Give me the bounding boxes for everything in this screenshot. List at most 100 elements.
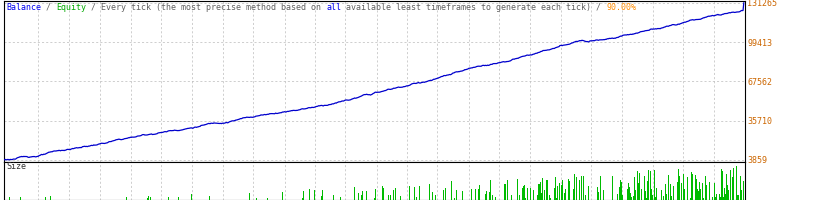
Bar [545, 180, 546, 200]
Bar [639, 173, 640, 200]
Bar [578, 180, 579, 200]
Bar [460, 182, 461, 200]
Bar [672, 186, 673, 200]
Bar [722, 197, 723, 200]
Bar [621, 195, 622, 200]
Bar [506, 180, 507, 200]
Bar [282, 192, 283, 200]
Bar [522, 188, 523, 200]
Text: / Every tick (the most precise method based on: / Every tick (the most precise method ba… [86, 3, 326, 12]
Bar [292, 189, 293, 200]
Bar [55, 197, 56, 200]
Bar [645, 198, 646, 200]
Bar [702, 198, 703, 200]
Bar [699, 189, 700, 200]
Bar [558, 183, 559, 200]
Bar [649, 189, 651, 200]
Bar [126, 197, 127, 200]
Bar [518, 195, 519, 200]
Bar [637, 183, 638, 200]
Bar [677, 169, 678, 200]
Bar [388, 195, 389, 200]
Bar [491, 196, 492, 200]
Bar [148, 196, 149, 200]
Bar [593, 190, 594, 200]
Bar [585, 195, 586, 200]
Bar [549, 195, 550, 200]
Bar [455, 190, 456, 200]
Bar [597, 192, 599, 200]
Bar [743, 181, 744, 200]
Bar [444, 192, 445, 200]
Bar [620, 182, 621, 200]
Bar [704, 176, 705, 200]
Bar [494, 197, 495, 200]
Bar [627, 183, 628, 200]
Bar [504, 184, 505, 200]
Bar [679, 176, 680, 200]
Bar [150, 197, 151, 200]
Bar [669, 184, 670, 200]
Bar [705, 185, 706, 200]
Bar [636, 171, 637, 200]
Bar [648, 170, 649, 200]
Bar [640, 189, 641, 200]
Bar [354, 187, 355, 200]
Bar [560, 185, 561, 200]
Bar [596, 187, 597, 200]
Bar [431, 192, 432, 200]
Bar [740, 190, 741, 200]
Bar [556, 186, 557, 200]
Bar [662, 196, 663, 200]
Bar [511, 195, 512, 200]
Bar [719, 197, 720, 200]
Bar [660, 190, 662, 200]
Bar [303, 191, 304, 200]
Bar [580, 176, 581, 200]
Bar [147, 198, 148, 200]
Bar [168, 197, 169, 200]
Bar [20, 197, 21, 200]
Bar [573, 174, 574, 200]
Bar [646, 181, 647, 200]
Bar [340, 197, 341, 200]
Bar [696, 189, 697, 200]
Bar [611, 176, 612, 200]
Bar [461, 191, 463, 200]
Bar [599, 176, 600, 200]
Bar [368, 194, 369, 200]
Text: /: / [590, 3, 605, 12]
Bar [555, 198, 557, 200]
Bar [682, 174, 683, 200]
Bar [302, 198, 303, 200]
Bar [732, 170, 733, 200]
Bar [708, 182, 709, 200]
Bar [576, 177, 577, 200]
Bar [454, 198, 455, 200]
Bar [737, 195, 738, 200]
Bar [484, 194, 485, 200]
Bar [727, 190, 728, 200]
Bar [389, 195, 391, 200]
Bar [690, 172, 691, 200]
Bar [736, 195, 737, 200]
Text: available least timeframes to generate each tick): available least timeframes to generate e… [341, 3, 590, 12]
Bar [249, 193, 250, 200]
Bar [516, 179, 517, 200]
Bar [442, 190, 443, 200]
Text: Equity: Equity [56, 3, 86, 12]
Bar [574, 194, 575, 200]
Bar [714, 197, 715, 200]
Bar [309, 189, 310, 200]
Bar [541, 178, 542, 200]
Bar [664, 184, 665, 200]
Bar [630, 197, 631, 200]
Bar [477, 189, 478, 200]
Bar [526, 188, 527, 200]
Bar [732, 168, 734, 200]
Bar [632, 196, 633, 200]
Bar [649, 171, 650, 200]
Text: /: / [41, 3, 56, 12]
Bar [695, 179, 696, 200]
Bar [694, 175, 695, 200]
